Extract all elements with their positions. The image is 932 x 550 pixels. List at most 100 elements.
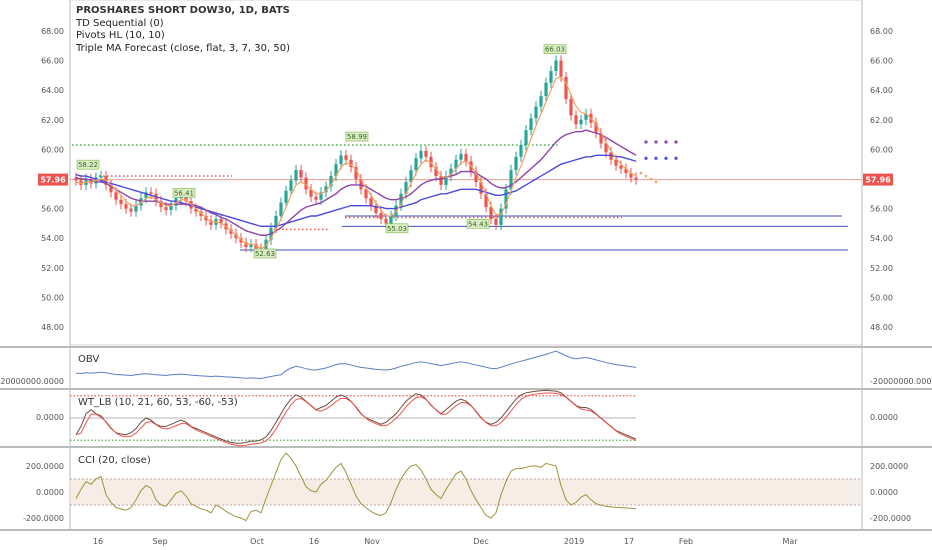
candle-body (129, 208, 133, 212)
forecast-dot (654, 180, 658, 184)
candle-body (509, 170, 513, 190)
y-tick-right: 52.00 (870, 264, 893, 273)
candle-body (169, 205, 173, 211)
candle-body (529, 118, 533, 131)
indicator-triple-ma[interactable]: Triple MA Forecast (close, flat, 3, 7, 3… (76, 43, 290, 55)
candle-body (584, 113, 588, 120)
candle-body (279, 202, 283, 216)
cci-tick-right: -200.0000 (870, 514, 911, 523)
indicator-td-sequential[interactable]: TD Sequential (0) (76, 17, 164, 29)
candle-body (339, 155, 343, 165)
x-tick-label: Feb (679, 537, 693, 546)
candle-body (114, 192, 118, 200)
forecast-dot (674, 156, 678, 160)
candle-body (629, 173, 633, 178)
y-tick-right: 64.00 (870, 86, 893, 95)
candle-body (154, 193, 158, 202)
candle-body (414, 158, 418, 171)
candle-body (439, 176, 443, 185)
candle-body (484, 193, 488, 208)
x-tick-label: Sep (152, 537, 167, 546)
pivot-label: 54.43 (468, 220, 488, 228)
ma-fast-line (75, 76, 637, 250)
y-tick-right: 62.00 (870, 116, 893, 125)
y-tick-left: 50.00 (41, 293, 64, 302)
candle-body (544, 82, 548, 97)
pivot-label: 58.99 (347, 133, 367, 141)
y-tick-left: 56.00 (41, 205, 64, 214)
forecast-dot (654, 156, 658, 160)
candle-body (569, 99, 573, 116)
pivot-label-box (543, 44, 567, 55)
candle-body (349, 159, 353, 168)
candle-body (564, 76, 568, 100)
wt-tick-right: 0.0000 (870, 413, 898, 422)
candle-body (634, 177, 638, 180)
candle-body (599, 133, 603, 144)
candle-body (79, 180, 83, 185)
price-badge-text: 57.96 (865, 176, 891, 185)
candle-body (274, 216, 278, 228)
pivot-label-box (466, 219, 490, 229)
y-tick-right: 48.00 (870, 323, 893, 332)
candle-body (524, 130, 528, 145)
candle-body (289, 180, 293, 191)
candle-body (314, 196, 318, 200)
y-tick-left: 62.00 (41, 116, 64, 125)
candle-body (504, 189, 508, 209)
x-tick-label: Nov (364, 537, 380, 546)
cci-tick-left: -200.0000 (23, 514, 64, 523)
candle-body (369, 198, 373, 206)
candle-body (319, 192, 323, 200)
candle-body (124, 204, 128, 209)
candle-body (354, 167, 358, 179)
indicator-pivots-hl[interactable]: Pivots HL (10, 10) (76, 30, 165, 42)
y-tick-right: 56.00 (870, 205, 893, 214)
y-tick-left: 54.00 (41, 234, 64, 243)
pivot-label-box (253, 248, 277, 259)
forecast-dot (674, 140, 678, 144)
pivot-label-box (172, 187, 196, 198)
cci-pane-title[interactable]: CCI (20, close) (78, 455, 151, 466)
y-tick-right: 66.00 (870, 57, 893, 66)
y-tick-left: 52.00 (41, 264, 64, 273)
candle-body (624, 168, 628, 174)
candle-body (74, 177, 78, 181)
candle-body (514, 156, 518, 171)
candle-body (519, 144, 523, 157)
forecast-dot (639, 171, 643, 175)
candle-body (184, 195, 188, 202)
y-tick-left: 48.00 (41, 323, 64, 332)
candle-body (619, 165, 623, 169)
candle-body (449, 168, 453, 177)
wt-tick-left: 0.0000 (36, 413, 64, 422)
candle-body (404, 181, 408, 194)
pivot-label-box (345, 131, 369, 142)
candle-body (389, 216, 393, 224)
candle-body (604, 143, 608, 153)
obv-pane-title[interactable]: OBV (78, 354, 100, 365)
candle-body (419, 150, 423, 159)
candle-body (284, 190, 288, 203)
price-badge-right (863, 173, 893, 186)
candle-body (594, 122, 598, 134)
candle-body (359, 179, 363, 190)
forecast-dot (664, 156, 668, 160)
y-tick-right: 50.00 (870, 293, 893, 302)
y-tick-left: 66.00 (41, 57, 64, 66)
candle-body (374, 205, 378, 214)
cci-line (75, 452, 637, 522)
candle-body (194, 208, 198, 212)
candle-body (534, 106, 538, 119)
candle-body (99, 176, 103, 178)
wt-pane-title[interactable]: WT_LB (10, 21, 60, 53, -60, -53) (78, 397, 238, 408)
candle-body (254, 244, 258, 249)
obv-line (75, 350, 637, 380)
candle-body (574, 115, 578, 125)
candle-body (264, 239, 268, 253)
candle-body (174, 198, 178, 206)
candle-body (454, 159, 458, 169)
candle-body (329, 176, 333, 187)
